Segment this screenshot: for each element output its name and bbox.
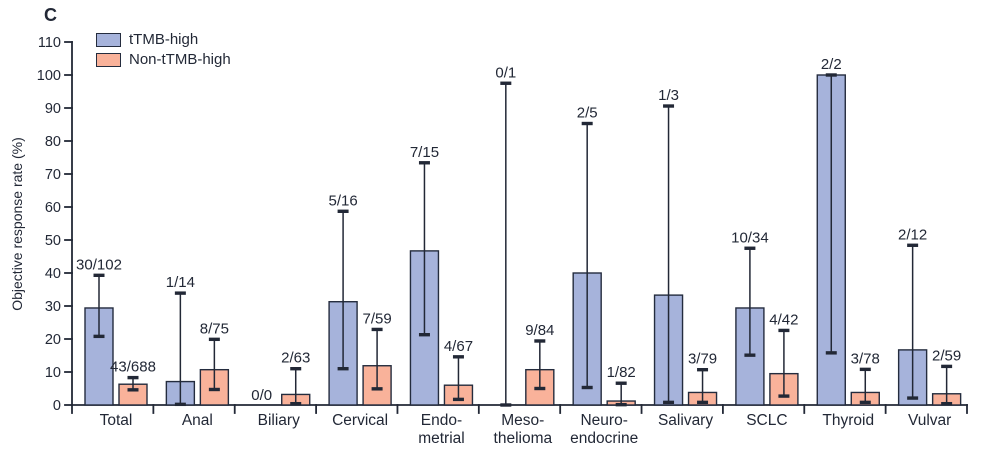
y-tick-label: 50: [45, 233, 61, 249]
y-tick-label: 90: [45, 101, 61, 117]
y-tick-label: 30: [45, 299, 61, 315]
value-label-ttmb-high-thyroid: 2/2: [821, 56, 842, 73]
panel-letter: C: [44, 5, 57, 25]
x-category-label-biliary: Biliary: [258, 412, 300, 429]
legend-swatch-non-ttmb-high: [96, 52, 121, 67]
x-category-label-vulvar: Vulvar: [908, 412, 951, 429]
legend-item-non-ttmb-high: Non-tTMB-high: [96, 51, 231, 68]
y-tick-label: 80: [45, 134, 61, 150]
value-label-non-ttmb-high-mesothelioma: 9/84: [525, 322, 554, 339]
y-tick-label: 10: [45, 365, 61, 381]
value-label-non-ttmb-high-cervical: 7/59: [362, 310, 391, 327]
x-category-label-salivary: Salivary: [658, 412, 713, 429]
value-label-ttmb-high-neuroendocrine: 2/5: [577, 105, 598, 122]
x-category-label-thyroid: Thyroid: [822, 412, 874, 429]
y-tick-label: 40: [45, 266, 61, 282]
x-category-label-mesothelioma: Meso-: [501, 412, 544, 429]
value-label-ttmb-high-mesothelioma: 0/1: [495, 64, 516, 81]
x-category-label-neuroendocrine: Neuro-: [580, 412, 627, 429]
legend-label-ttmb-high: tTMB-high: [129, 31, 199, 48]
value-label-non-ttmb-high-neuroendocrine: 1/82: [607, 364, 636, 381]
value-label-non-ttmb-high-biliary: 2/63: [281, 350, 310, 367]
legend: tTMB-high Non-tTMB-high: [96, 31, 231, 68]
value-label-non-ttmb-high-vulvar: 2/59: [932, 347, 961, 364]
value-label-non-ttmb-high-anal: 8/75: [200, 320, 229, 337]
x-category-label-anal: Anal: [182, 412, 213, 429]
x-category-label-endometrial: metrial: [418, 430, 465, 447]
value-label-ttmb-high-sclc: 10/34: [731, 229, 769, 246]
value-label-non-ttmb-high-thyroid: 3/78: [851, 350, 880, 367]
legend-label-non-ttmb-high: Non-tTMB-high: [129, 51, 231, 68]
x-category-label-endometrial: Endo-: [421, 412, 462, 429]
value-label-ttmb-high-anal: 1/14: [166, 274, 195, 291]
value-label-non-ttmb-high-sclc: 4/42: [769, 311, 798, 328]
value-label-ttmb-high-vulvar: 2/12: [898, 226, 927, 243]
y-tick-label: 70: [45, 167, 61, 183]
x-category-label-total: Total: [100, 412, 133, 429]
value-label-ttmb-high-cervical: 5/16: [328, 192, 357, 209]
value-label-ttmb-high-salivary: 1/3: [658, 87, 679, 104]
legend-item-ttmb-high: tTMB-high: [96, 31, 231, 48]
y-tick-label: 60: [45, 200, 61, 216]
x-category-label-neuroendocrine: endocrine: [570, 430, 638, 447]
x-category-label-sclc: SCLC: [746, 412, 787, 429]
x-category-label-cervical: Cervical: [332, 412, 388, 429]
y-tick-label: 110: [38, 35, 61, 51]
legend-swatch-ttmb-high: [96, 32, 121, 47]
value-label-non-ttmb-high-salivary: 3/79: [688, 351, 717, 368]
value-label-ttmb-high-endometrial: 7/15: [410, 144, 439, 161]
value-label-ttmb-high-total: 30/102: [76, 256, 122, 273]
y-tick-label: 20: [45, 332, 61, 348]
value-label-non-ttmb-high-endometrial: 4/67: [444, 338, 473, 355]
value-label-non-ttmb-high-total: 43/688: [110, 359, 156, 376]
x-category-label-mesothelioma: thelioma: [494, 430, 553, 447]
y-tick-label: 0: [53, 398, 61, 414]
value-label-ttmb-high-biliary: 0/0: [251, 387, 272, 404]
y-tick-label: 100: [37, 68, 61, 84]
